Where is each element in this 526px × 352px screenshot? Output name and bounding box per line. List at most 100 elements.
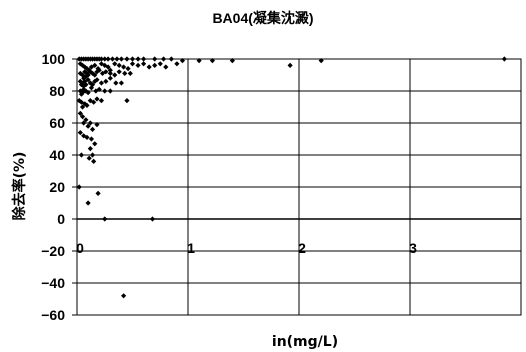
- y-tick-label: −60: [41, 307, 65, 323]
- y-tick-label: −20: [41, 243, 65, 259]
- data-point: [85, 90, 91, 96]
- y-tick-label: 80: [49, 83, 65, 99]
- data-point: [85, 77, 91, 83]
- data-point: [168, 56, 174, 62]
- chart-title: BA04(凝集沈澱): [212, 10, 314, 26]
- data-point: [102, 56, 108, 62]
- data-point: [107, 88, 113, 94]
- data-point: [116, 62, 122, 68]
- data-point: [92, 72, 98, 78]
- data-point: [91, 99, 97, 105]
- data-point: [160, 56, 167, 62]
- data-points: [76, 56, 507, 299]
- data-point: [287, 62, 293, 68]
- data-point: [77, 110, 83, 116]
- data-point: [105, 64, 111, 70]
- data-point: [98, 98, 105, 104]
- data-point: [114, 56, 120, 62]
- data-point: [163, 64, 169, 70]
- data-point: [84, 102, 90, 108]
- data-point: [85, 123, 91, 129]
- data-point: [501, 56, 507, 62]
- data-point: [103, 69, 109, 75]
- data-point: [77, 61, 83, 67]
- data-point: [149, 216, 156, 222]
- data-point: [98, 80, 105, 86]
- data-point: [118, 56, 124, 62]
- data-point: [124, 98, 130, 104]
- y-axis-title: 除去率(%): [11, 152, 28, 221]
- x-axis-title: in(mg/L): [272, 334, 338, 350]
- data-point: [107, 70, 113, 76]
- data-point: [229, 58, 235, 64]
- data-point: [209, 58, 216, 64]
- data-point: [83, 82, 89, 88]
- data-point: [174, 61, 180, 67]
- data-point: [318, 58, 324, 64]
- data-point: [118, 80, 124, 86]
- data-point: [96, 67, 102, 73]
- data-point: [121, 64, 127, 70]
- data-point: [105, 56, 111, 62]
- data-point: [103, 78, 109, 84]
- y-tick-label: 40: [49, 147, 65, 163]
- data-point: [129, 61, 136, 67]
- x-tick-label: 0: [76, 240, 84, 256]
- data-point: [88, 136, 95, 142]
- data-point: [92, 141, 98, 147]
- y-tick-label: 60: [49, 115, 65, 131]
- data-point: [79, 104, 86, 110]
- data-point: [77, 88, 83, 94]
- data-point: [77, 130, 83, 136]
- data-point: [82, 64, 88, 70]
- data-point: [109, 56, 116, 62]
- tick-labels: 100 80 60 40 20 0 −20 −40 −60 0 1 2 3: [41, 51, 417, 323]
- data-point: [102, 216, 108, 222]
- data-point: [98, 61, 105, 67]
- y-tick-label: 20: [49, 179, 65, 195]
- data-point: [87, 120, 93, 126]
- data-point: [84, 134, 90, 140]
- data-point: [196, 58, 202, 64]
- data-point: [88, 85, 95, 91]
- data-point: [83, 88, 89, 94]
- data-point: [86, 155, 92, 161]
- data-point: [85, 200, 91, 206]
- x-tick-label: 3: [409, 240, 417, 256]
- data-point: [141, 56, 147, 62]
- y-tick-label: −40: [41, 275, 65, 291]
- data-point: [152, 62, 158, 68]
- data-point: [157, 61, 163, 67]
- x-tick-label: 2: [298, 240, 306, 256]
- data-point: [94, 77, 100, 83]
- data-point: [179, 58, 186, 64]
- data-point: [87, 146, 93, 152]
- data-point: [78, 152, 85, 158]
- data-point: [102, 88, 108, 94]
- data-point: [89, 152, 96, 158]
- data-point: [92, 62, 98, 68]
- x-tick-label: 1: [187, 240, 195, 256]
- data-point: [107, 75, 113, 81]
- data-point: [141, 61, 147, 67]
- data-point: [129, 56, 136, 62]
- data-point: [113, 80, 119, 86]
- data-point: [121, 293, 127, 299]
- data-point: [112, 72, 118, 78]
- data-point: [152, 56, 158, 62]
- data-point: [76, 184, 82, 190]
- y-tick-label: 0: [57, 211, 65, 227]
- data-point: [124, 56, 130, 62]
- y-tick-label: 100: [42, 51, 66, 67]
- data-point: [89, 126, 96, 132]
- data-point: [83, 117, 89, 123]
- data-point: [107, 67, 113, 73]
- data-point: [125, 66, 131, 72]
- data-point: [98, 56, 105, 62]
- data-point: [94, 96, 100, 102]
- data-point: [135, 62, 141, 68]
- data-point: [146, 64, 152, 70]
- data-point: [95, 190, 101, 196]
- data-point: [96, 86, 102, 92]
